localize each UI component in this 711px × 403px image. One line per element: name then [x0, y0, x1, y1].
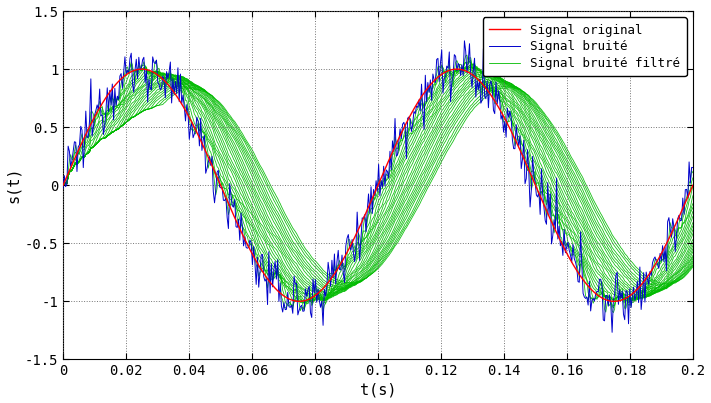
X-axis label: t(s): t(s): [360, 382, 396, 397]
Legend: Signal original, Signal bruité, Signal bruité filtré: Signal original, Signal bruité, Signal b…: [483, 17, 687, 76]
Y-axis label: s(t): s(t): [6, 167, 21, 204]
